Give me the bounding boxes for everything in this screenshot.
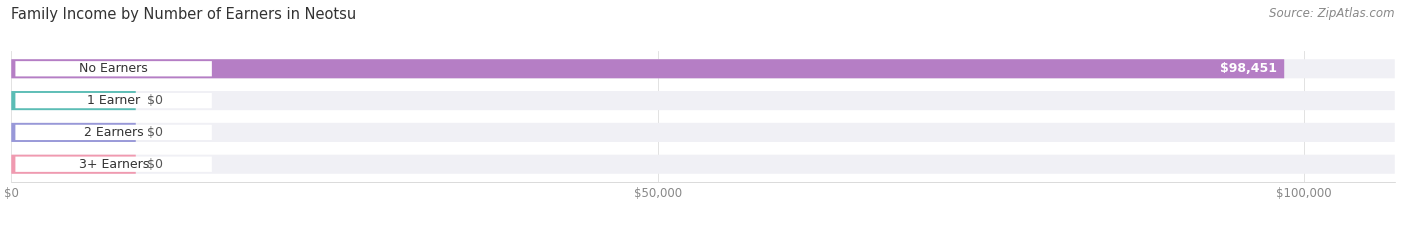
Text: $98,451: $98,451 [1220,62,1277,75]
Text: No Earners: No Earners [79,62,148,75]
FancyBboxPatch shape [15,157,212,172]
Text: 3+ Earners: 3+ Earners [79,158,149,171]
FancyBboxPatch shape [11,59,1395,78]
FancyBboxPatch shape [15,61,212,76]
Text: 2 Earners: 2 Earners [84,126,143,139]
Text: $0: $0 [146,126,163,139]
FancyBboxPatch shape [11,123,136,142]
FancyBboxPatch shape [11,91,1395,110]
Text: Source: ZipAtlas.com: Source: ZipAtlas.com [1270,7,1395,20]
Text: 1 Earner: 1 Earner [87,94,141,107]
FancyBboxPatch shape [15,93,212,108]
Text: $0: $0 [146,94,163,107]
Text: $0: $0 [146,158,163,171]
FancyBboxPatch shape [11,91,136,110]
FancyBboxPatch shape [15,125,212,140]
FancyBboxPatch shape [11,155,1395,174]
Text: Family Income by Number of Earners in Neotsu: Family Income by Number of Earners in Ne… [11,7,357,22]
FancyBboxPatch shape [11,59,1284,78]
FancyBboxPatch shape [11,123,1395,142]
FancyBboxPatch shape [11,155,136,174]
